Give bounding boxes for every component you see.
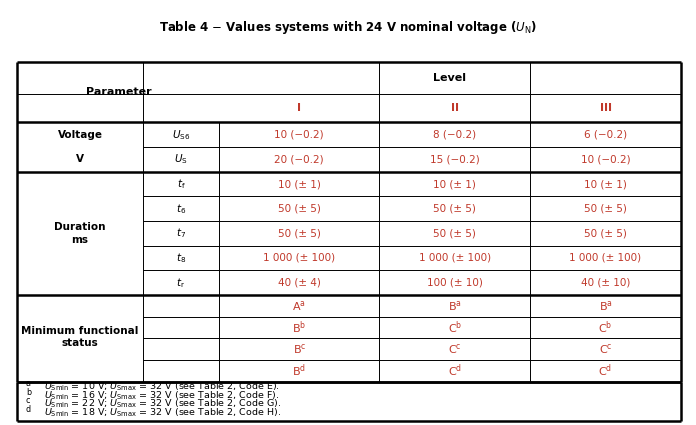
Text: $\mathrm{A}^{\mathrm{a}}$: $\mathrm{A}^{\mathrm{a}}$ bbox=[292, 299, 306, 313]
Text: 40 (± 4): 40 (± 4) bbox=[278, 278, 321, 288]
Text: 20 (−0.2): 20 (−0.2) bbox=[274, 154, 324, 164]
Text: Parameter: Parameter bbox=[86, 87, 151, 97]
Text: Duration: Duration bbox=[54, 221, 106, 232]
Text: 1 000 (± 100): 1 000 (± 100) bbox=[569, 253, 642, 263]
Text: status: status bbox=[62, 337, 98, 348]
Text: Level: Level bbox=[434, 73, 466, 82]
Text: 10 (−0.2): 10 (−0.2) bbox=[580, 154, 631, 164]
Text: $\mathit{U}_{\mathrm{Smin}}$ = 18 V; $\mathit{U}_{\mathrm{Smax}}$ = 32 V (see Ta: $\mathit{U}_{\mathrm{Smin}}$ = 18 V; $\m… bbox=[44, 407, 281, 419]
Text: 15 (−0.2): 15 (−0.2) bbox=[430, 154, 480, 164]
Text: 50 (± 5): 50 (± 5) bbox=[278, 204, 321, 214]
Text: III: III bbox=[599, 103, 612, 113]
Text: Voltage: Voltage bbox=[58, 130, 102, 140]
Text: 10 (± 1): 10 (± 1) bbox=[584, 179, 627, 189]
Text: 10 (−0.2): 10 (−0.2) bbox=[274, 130, 324, 140]
Text: $\mathrm{C}^{\mathrm{c}}$: $\mathrm{C}^{\mathrm{c}}$ bbox=[599, 342, 612, 356]
Text: 10 (± 1): 10 (± 1) bbox=[278, 179, 321, 189]
Text: $\mathit{U}_{\mathrm{S6}}$: $\mathit{U}_{\mathrm{S6}}$ bbox=[172, 128, 190, 142]
Text: c: c bbox=[26, 397, 30, 405]
Text: $\mathrm{C}^{\mathrm{c}}$: $\mathrm{C}^{\mathrm{c}}$ bbox=[448, 342, 461, 356]
Text: 1 000 (± 100): 1 000 (± 100) bbox=[419, 253, 491, 263]
Text: $\mathrm{B}^{\mathrm{d}}$: $\mathrm{B}^{\mathrm{d}}$ bbox=[292, 363, 306, 379]
Text: $\mathrm{B}^{\mathrm{a}}$: $\mathrm{B}^{\mathrm{a}}$ bbox=[599, 299, 612, 313]
Text: 50 (± 5): 50 (± 5) bbox=[584, 204, 627, 214]
Text: 100 (± 10): 100 (± 10) bbox=[427, 278, 483, 288]
Text: $\mathit{U}_{\mathrm{Smin}}$ = 16 V; $\mathit{U}_{\mathrm{Smax}}$ = 32 V (see Ta: $\mathit{U}_{\mathrm{Smin}}$ = 16 V; $\m… bbox=[44, 389, 279, 402]
Text: 50 (± 5): 50 (± 5) bbox=[584, 228, 627, 238]
Text: 50 (± 5): 50 (± 5) bbox=[434, 228, 476, 238]
Text: 10 (± 1): 10 (± 1) bbox=[434, 179, 476, 189]
Text: I: I bbox=[297, 103, 301, 113]
Text: $\mathrm{C}^{\mathrm{d}}$: $\mathrm{C}^{\mathrm{d}}$ bbox=[448, 363, 462, 379]
Text: 6 (−0.2): 6 (−0.2) bbox=[584, 130, 627, 140]
Text: $\mathrm{B}^{\mathrm{b}}$: $\mathrm{B}^{\mathrm{b}}$ bbox=[292, 319, 306, 336]
Text: $\mathit{U}_{\mathrm{Smin}}$ = 22 V; $\mathit{U}_{\mathrm{Smax}}$ = 32 V (see Ta: $\mathit{U}_{\mathrm{Smin}}$ = 22 V; $\m… bbox=[44, 398, 281, 411]
Text: II: II bbox=[451, 103, 459, 113]
Text: a: a bbox=[26, 379, 31, 388]
Text: ms: ms bbox=[72, 235, 88, 245]
Text: d: d bbox=[26, 405, 31, 414]
Text: b: b bbox=[26, 388, 31, 397]
Text: 50 (± 5): 50 (± 5) bbox=[278, 228, 321, 238]
Text: Minimum functional: Minimum functional bbox=[22, 326, 139, 336]
Text: $\mathit{U}_{\mathrm{S}}$: $\mathit{U}_{\mathrm{S}}$ bbox=[174, 153, 188, 166]
Text: 50 (± 5): 50 (± 5) bbox=[434, 204, 476, 214]
Text: $\mathit{U}_{\mathrm{Smin}}$ = 10 V; $\mathit{U}_{\mathrm{Smax}}$ = 32 V (see Ta: $\mathit{U}_{\mathrm{Smin}}$ = 10 V; $\m… bbox=[44, 381, 280, 393]
Text: $\mathrm{C}^{\mathrm{b}}$: $\mathrm{C}^{\mathrm{b}}$ bbox=[448, 319, 462, 336]
Text: $\mathrm{B}^{\mathrm{c}}$: $\mathrm{B}^{\mathrm{c}}$ bbox=[292, 342, 306, 356]
Text: Table 4 $-$ Values systems with 24 V nominal voltage ($\mathit{U}_{\mathrm{N}}$): Table 4 $-$ Values systems with 24 V nom… bbox=[159, 19, 537, 36]
Text: $\mathit{t}_{\mathrm{r}}$: $\mathit{t}_{\mathrm{r}}$ bbox=[176, 276, 186, 289]
Text: 8 (−0.2): 8 (−0.2) bbox=[434, 130, 476, 140]
Text: $\mathit{t}_{6}$: $\mathit{t}_{6}$ bbox=[176, 202, 186, 215]
Text: V: V bbox=[76, 154, 84, 164]
Text: $\mathrm{C}^{\mathrm{b}}$: $\mathrm{C}^{\mathrm{b}}$ bbox=[599, 319, 612, 336]
Text: $\mathit{t}_{8}$: $\mathit{t}_{8}$ bbox=[176, 251, 186, 265]
Text: $\mathrm{B}^{\mathrm{a}}$: $\mathrm{B}^{\mathrm{a}}$ bbox=[448, 299, 461, 313]
Text: 1 000 (± 100): 1 000 (± 100) bbox=[263, 253, 335, 263]
Text: 40 (± 10): 40 (± 10) bbox=[581, 278, 630, 288]
Text: $\mathit{t}_{\mathrm{f}}$: $\mathit{t}_{\mathrm{f}}$ bbox=[177, 177, 185, 191]
Text: $\mathrm{C}^{\mathrm{d}}$: $\mathrm{C}^{\mathrm{d}}$ bbox=[599, 363, 612, 379]
Text: $\mathit{t}_{7}$: $\mathit{t}_{7}$ bbox=[176, 227, 186, 240]
